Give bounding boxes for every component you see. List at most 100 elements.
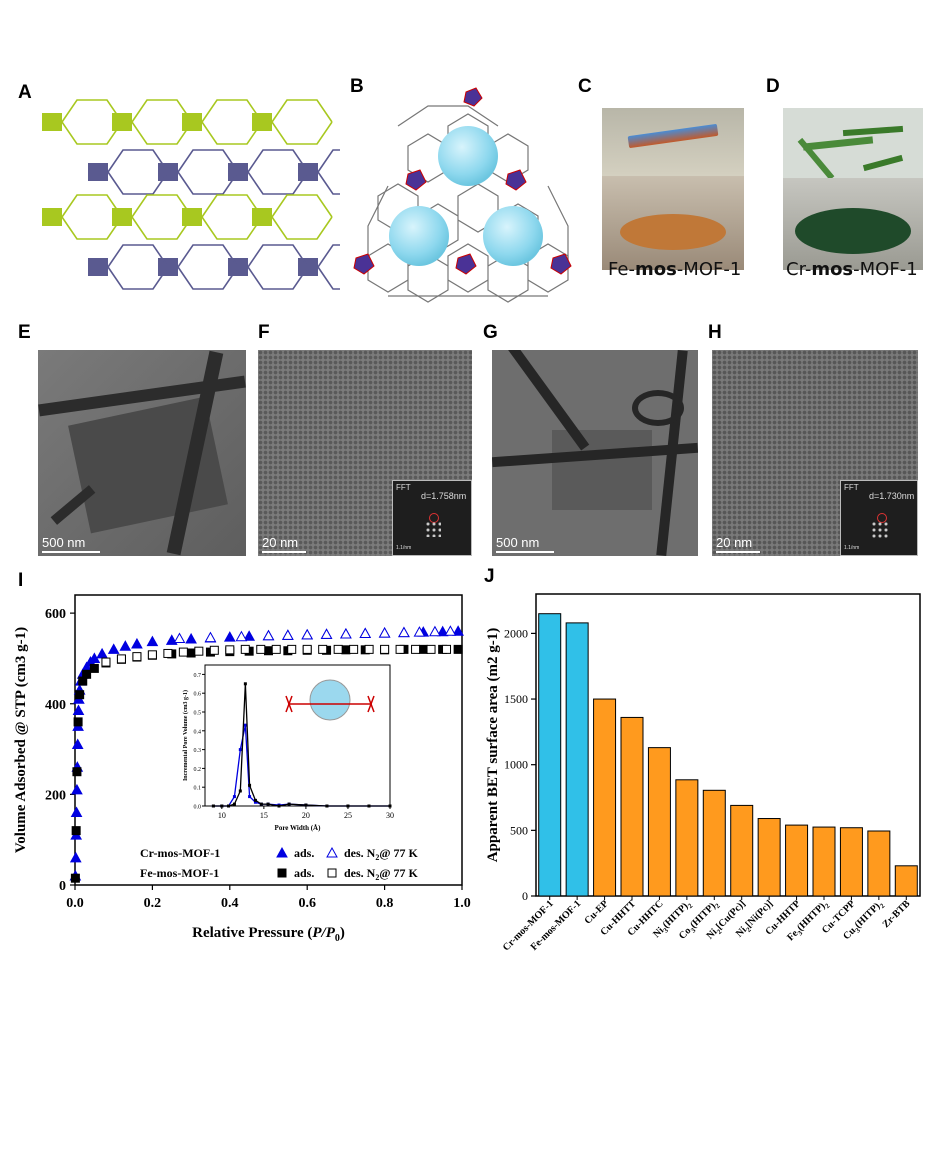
scale-bar-label: 500 nm [42,535,86,550]
bar [812,826,836,897]
data-point [349,644,359,654]
data-point [69,851,82,863]
inset-data-point [238,789,242,793]
x-tick-label: Fe-mos-MOF-1 [529,898,584,953]
pore-sphere [389,206,449,266]
inset-data-point [277,804,281,808]
y-tick-label: 1500 [504,692,528,706]
bar [894,865,918,897]
x-tick-label: 0.6 [298,896,316,911]
isotherm-chart: 0.0 0.2 0.4 0.6 0.8 1.0 0 200 400 600 Relative Pre… [13,594,471,944]
panel-label-c: C [578,76,592,97]
scale-bar-label: 500 nm [496,535,540,550]
pore-sphere [438,126,498,186]
inset-y-tick-label: 0.2 [194,767,202,773]
node-block [42,113,62,131]
y-tick-label: 600 [45,607,66,622]
fft-label: FFT [844,483,859,492]
inset-x-tick-label: 20 [302,811,310,820]
linker-edges [107,149,340,195]
layered-structure-diagram [42,99,340,290]
fft-scale: 1.1/nm [844,545,860,551]
data-point [107,643,120,654]
metal-cluster [455,253,477,275]
data-point [444,625,457,636]
fft-d-spacing: d=1.730nm [869,491,915,501]
inset-data-point [248,795,252,799]
pore-sphere [483,206,543,266]
x-tick-label: 0.0 [66,896,84,911]
inset-y-tick-label: 0.4 [194,729,202,735]
scale-bar [42,551,100,553]
data-point [287,644,297,654]
legend-fe-name: Fe-mos-MOF-1 [140,866,219,880]
fft-scale: 1.1/nm [396,545,412,551]
legend-ads-label: ads. [294,866,314,880]
bar [593,698,617,897]
node-block [42,208,62,226]
inset-data-point [243,682,247,686]
data-point [186,648,196,658]
bar [757,818,781,897]
data-point [302,644,312,654]
bar [675,779,699,897]
inset-y-tick-label: 0.0 [194,805,202,811]
inset-data-point [220,804,224,808]
scale-bar [716,551,760,553]
linker-edges [61,194,333,240]
data-point [262,629,275,641]
data-point [395,644,405,654]
inset-y-tick-label: 0.5 [194,711,202,717]
inset-data-point [325,804,329,808]
inset-data-point [259,802,263,806]
data-point [411,644,421,654]
inset-y-label: Incremental Pore Volume (cm3 g-1) [182,690,189,781]
y-tick-label: 0 [59,879,66,894]
inset-data-point [232,795,236,799]
data-point [320,628,333,639]
data-point [282,629,294,640]
data-point [116,654,126,664]
data-point [119,640,132,651]
legend-des-label: des. N2@ 77 K [344,846,419,862]
data-point [70,806,83,817]
data-point [418,644,428,654]
data-point [426,644,436,654]
fe-crystal-photo [602,108,744,270]
data-point [398,626,410,638]
inset-y-tick-label: 0.7 [194,673,202,679]
data-point [204,631,217,643]
data-point [71,783,83,795]
inset-data-point [243,723,247,727]
data-point [453,644,463,654]
data-point [163,648,173,658]
data-point [413,626,426,637]
data-point [429,625,441,637]
tem-image-g: 500 nm [492,350,698,556]
panel-label-f: F [258,322,270,343]
panel-label-j: J [484,566,495,587]
inset-data-point [232,802,236,806]
inset-data-point [248,783,252,787]
pore-illustration [309,679,351,721]
data-point [240,644,250,654]
metal-cluster [463,87,483,107]
data-point [276,846,288,858]
tem-lattice-image-h: FFT d=1.730nm 1.1/nm 20 nm [712,350,918,556]
data-point [72,767,82,777]
inset-frame [204,664,391,807]
inset-data-point [253,800,257,804]
y-tick-label: 2000 [504,626,528,640]
data-point [73,717,83,727]
y-tick-label: 500 [510,823,528,837]
bar [702,789,726,897]
bar [785,824,809,897]
x-axis-label: Relative Pressure (P/P0) [192,925,345,944]
panel-label-b: B [350,76,364,97]
bar [620,716,644,897]
inset-data-point [287,802,291,806]
y-tick-label: 0 [522,889,528,903]
bar [839,827,863,897]
data-point [96,647,108,659]
